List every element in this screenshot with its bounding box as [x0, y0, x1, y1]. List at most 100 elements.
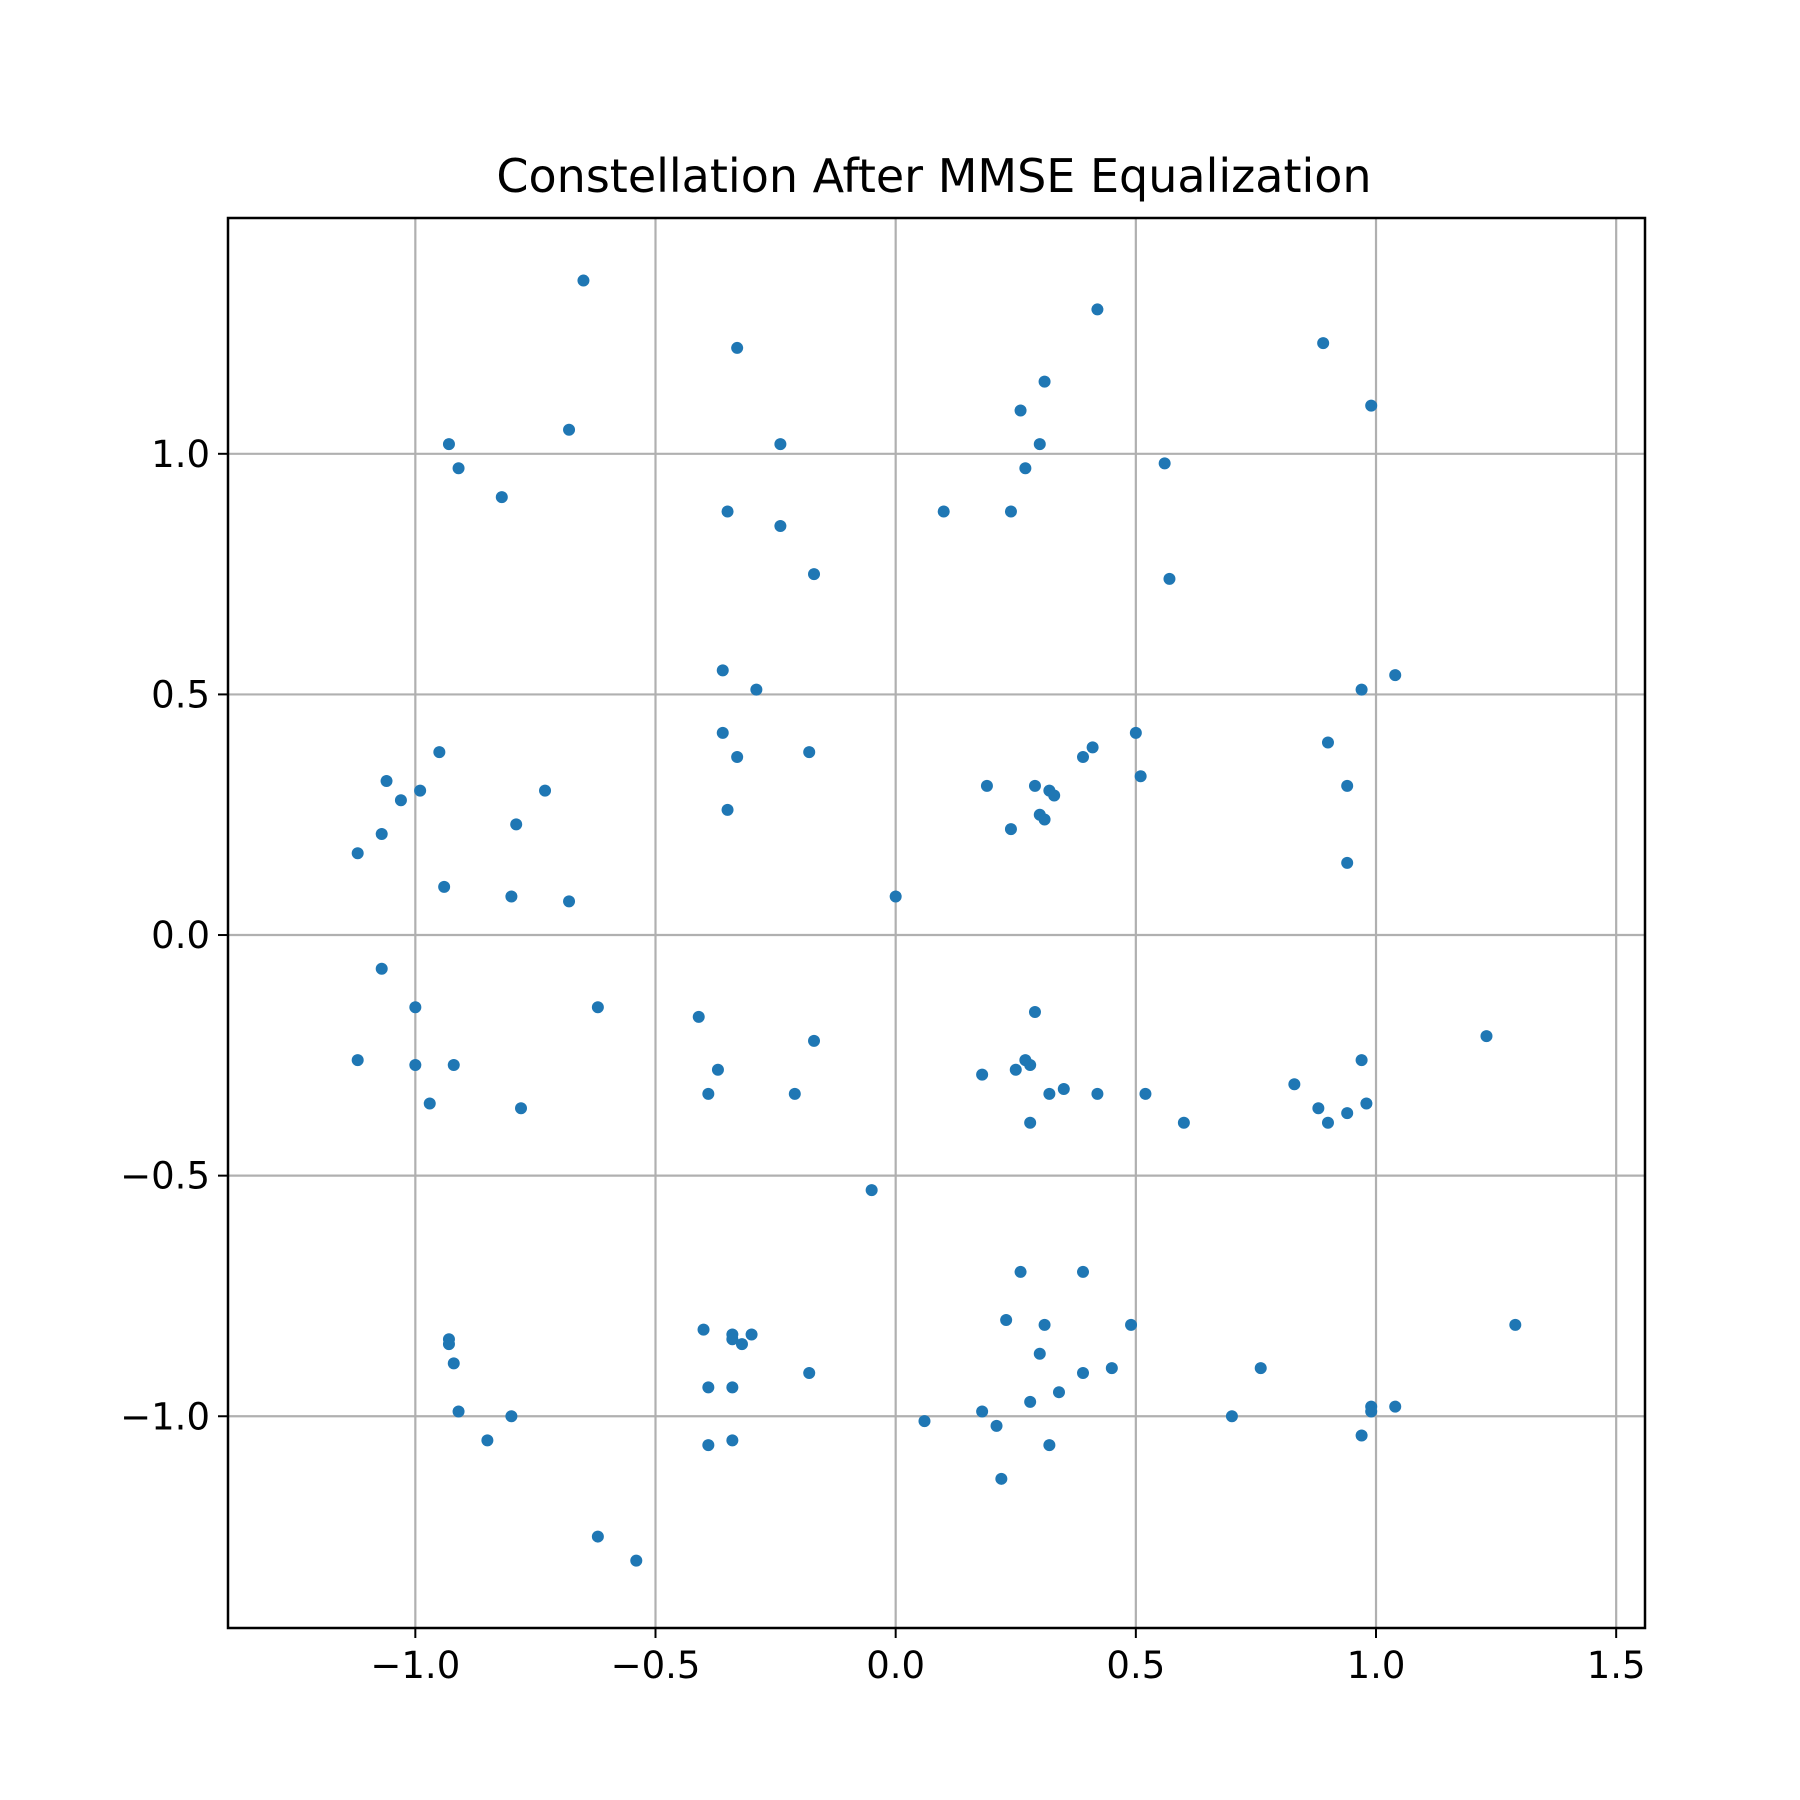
data-point	[409, 1001, 422, 1014]
data-point	[591, 1001, 604, 1014]
data-point	[452, 1405, 465, 1418]
data-point	[563, 895, 576, 908]
data-point	[1043, 1439, 1056, 1452]
data-point	[1019, 462, 1032, 475]
data-point	[1086, 741, 1099, 754]
data-point	[1024, 1058, 1037, 1071]
data-point	[1033, 1347, 1046, 1360]
data-point	[726, 1381, 739, 1394]
data-point	[980, 779, 993, 792]
data-point	[539, 784, 552, 797]
data-point	[447, 1357, 460, 1370]
data-point	[1000, 1314, 1013, 1327]
data-point	[1341, 779, 1354, 792]
data-point	[1365, 399, 1378, 412]
grid	[228, 218, 1645, 1628]
x-tick-label: 0.0	[866, 1644, 925, 1687]
data-point	[735, 1338, 748, 1351]
data-point	[721, 803, 734, 816]
data-point	[1225, 1410, 1238, 1423]
data-point	[1038, 813, 1051, 826]
data-point	[726, 1333, 739, 1346]
data-point	[702, 1381, 715, 1394]
data-point	[495, 491, 508, 504]
data-point	[505, 890, 518, 903]
data-point	[745, 1328, 758, 1341]
data-point	[481, 1434, 494, 1447]
data-point	[1048, 789, 1061, 802]
data-point	[995, 1472, 1008, 1485]
x-tick-label: 1.5	[1587, 1644, 1646, 1687]
data-point	[630, 1554, 643, 1567]
data-point	[716, 664, 729, 677]
data-point	[803, 1366, 816, 1379]
data-point	[937, 505, 950, 518]
data-point	[808, 1034, 821, 1047]
y-tick-label: 0.0	[151, 914, 210, 957]
data-point	[976, 1068, 989, 1081]
data-point	[1509, 1318, 1522, 1331]
data-point	[1254, 1362, 1267, 1375]
data-point	[423, 1097, 436, 1110]
data-point	[375, 827, 388, 840]
data-point	[591, 1530, 604, 1543]
data-point	[1365, 1405, 1378, 1418]
y-tick-label: −0.5	[120, 1155, 210, 1198]
data-points	[351, 274, 1522, 1567]
y-tick-label: 0.5	[151, 673, 210, 716]
x-tick-label: 1.0	[1347, 1644, 1406, 1687]
data-point	[1057, 1083, 1070, 1096]
data-point	[1355, 683, 1368, 696]
data-point	[515, 1102, 528, 1115]
data-point	[1288, 1078, 1301, 1091]
data-point	[375, 962, 388, 975]
data-point	[351, 847, 364, 860]
data-point	[711, 1063, 724, 1076]
data-point	[409, 1058, 422, 1071]
data-point	[505, 1410, 518, 1423]
data-point	[1163, 572, 1176, 585]
data-point	[380, 775, 393, 788]
data-point	[1158, 457, 1171, 470]
data-point	[731, 750, 744, 763]
data-point	[447, 1058, 460, 1071]
data-point	[1038, 375, 1051, 388]
data-point	[1129, 726, 1142, 739]
data-point	[351, 1054, 364, 1067]
data-point	[1312, 1102, 1325, 1115]
data-point	[1134, 770, 1147, 783]
x-tick-label: −0.5	[611, 1644, 701, 1687]
plot-frame	[226, 216, 1647, 1630]
data-point	[803, 746, 816, 759]
data-point	[1077, 1366, 1090, 1379]
data-point	[774, 438, 787, 451]
data-point	[1125, 1318, 1138, 1331]
data-point	[788, 1087, 801, 1100]
data-point	[1317, 337, 1330, 350]
data-point	[563, 423, 576, 436]
data-point	[1033, 438, 1046, 451]
y-tick-label: 1.0	[151, 433, 210, 476]
data-point	[1321, 736, 1334, 749]
data-point	[1355, 1054, 1368, 1067]
data-point	[1177, 1116, 1190, 1129]
data-point	[1341, 1107, 1354, 1120]
data-point	[1024, 1116, 1037, 1129]
data-point	[731, 341, 744, 354]
data-point	[702, 1439, 715, 1452]
data-point	[726, 1434, 739, 1447]
data-point	[414, 784, 427, 797]
data-point	[1028, 779, 1041, 792]
data-point	[889, 890, 902, 903]
data-point	[452, 462, 465, 475]
y-axis: −1.0 −0.5 0.0 0.5 1.0	[120, 433, 228, 1438]
data-point	[976, 1405, 989, 1418]
data-point	[394, 794, 407, 807]
data-point	[1480, 1030, 1493, 1043]
data-point	[1077, 750, 1090, 763]
data-point	[1024, 1395, 1037, 1408]
data-point	[774, 519, 787, 532]
data-point	[865, 1184, 878, 1197]
data-point	[697, 1323, 710, 1336]
